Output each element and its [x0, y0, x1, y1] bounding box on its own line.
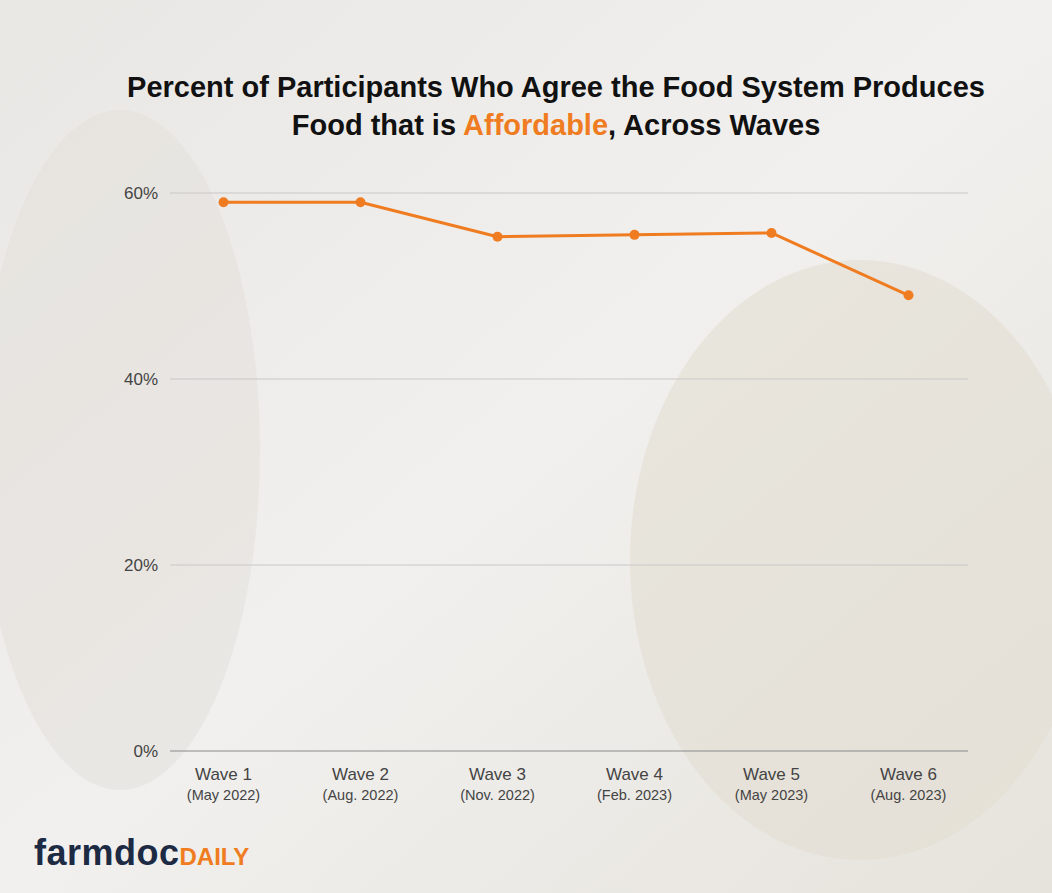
logo: farmdocDAILY	[34, 832, 249, 874]
x-tick-label-line: Wave 2	[332, 765, 389, 784]
x-tick-label-line: (May 2022)	[187, 787, 260, 803]
y-tick-label: 0%	[133, 742, 158, 761]
x-tick-label: Wave 3 (Nov. 2022)	[460, 765, 535, 803]
x-tick-label: Wave 2 (Aug. 2022)	[323, 765, 399, 803]
marker	[356, 197, 366, 207]
x-axis-line	[170, 750, 968, 751]
x-tick-label: Wave 1 (May 2022)	[187, 765, 260, 803]
y-tick-label: 40%	[124, 370, 158, 389]
x-tick-label-line: Wave 6	[880, 765, 937, 784]
series	[219, 197, 914, 300]
marker	[493, 232, 503, 242]
title-part: Affordable	[463, 109, 608, 141]
x-tick-label-line: (Feb. 2023)	[597, 787, 672, 803]
y-tick-label: 60%	[124, 184, 158, 203]
background-shade	[0, 110, 260, 790]
marker	[904, 290, 914, 300]
grid-line	[170, 565, 968, 566]
grid-line	[170, 193, 968, 194]
x-tick-label-line: Wave 4	[606, 765, 663, 784]
logo-part: DAILY	[180, 843, 250, 870]
x-tick-label-line: (Aug. 2023)	[871, 787, 947, 803]
x-tick-label: Wave 6 (Aug. 2023)	[871, 765, 947, 803]
logo-part: farmdoc	[34, 832, 180, 873]
x-tick-label: Wave 5 (May 2023)	[735, 765, 808, 803]
title-part: , Across Waves	[608, 109, 820, 141]
marker	[767, 228, 777, 238]
title: Percent of Participants Who Agree the Fo…	[96, 68, 1016, 144]
grid-line	[170, 379, 968, 380]
x-tick-label-line: (Aug. 2022)	[323, 787, 399, 803]
background-shade	[630, 260, 1052, 860]
x-tick-label-line: (May 2023)	[735, 787, 808, 803]
x-tick-label: Wave 4 (Feb. 2023)	[597, 765, 672, 803]
marker	[630, 230, 640, 240]
marker	[219, 197, 229, 207]
x-tick-label-line: Wave 1	[195, 765, 252, 784]
line	[224, 202, 909, 295]
x-tick-label-line: (Nov. 2022)	[460, 787, 535, 803]
y-tick-label: 20%	[124, 556, 158, 575]
x-tick-label-line: Wave 5	[743, 765, 800, 784]
x-tick-label-line: Wave 3	[469, 765, 526, 784]
